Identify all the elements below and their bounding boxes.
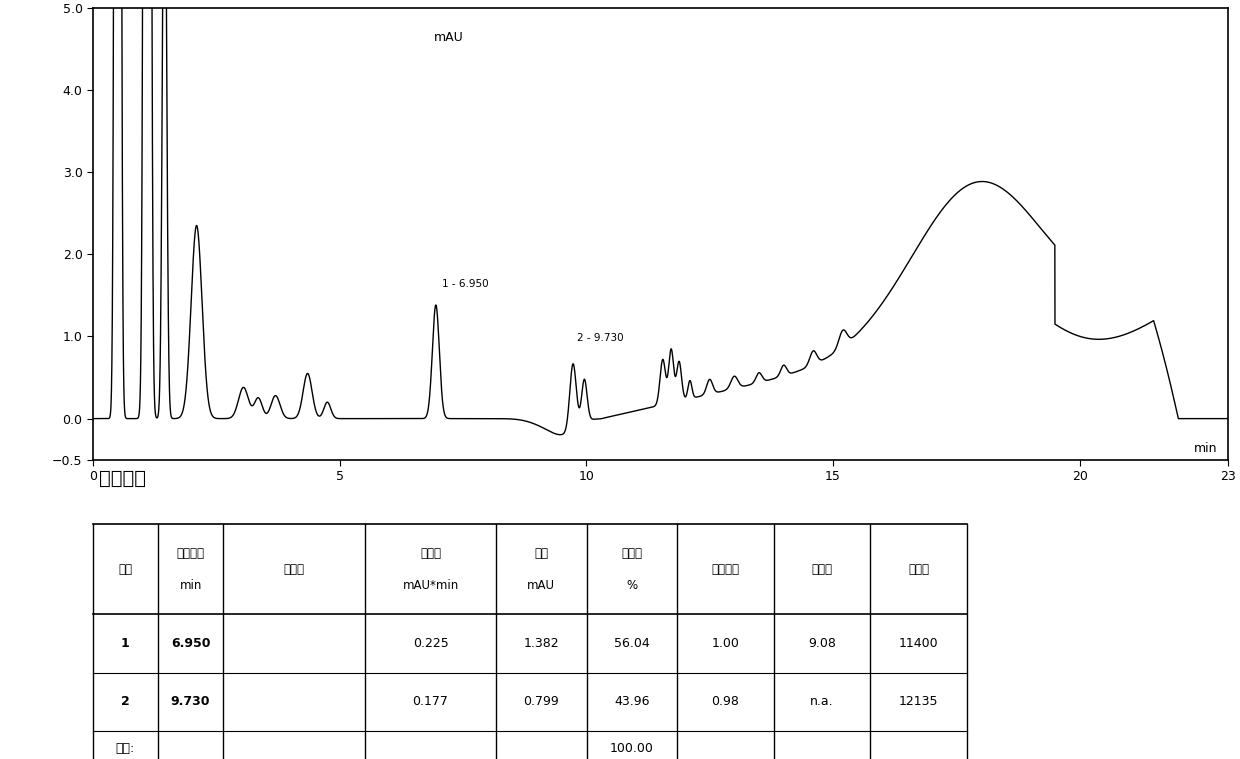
Text: 分离度: 分离度 (811, 562, 832, 575)
Text: 1.382: 1.382 (523, 637, 559, 650)
Text: mAU: mAU (527, 578, 556, 592)
Text: 保留时间: 保留时间 (176, 546, 205, 559)
Text: 塔板数: 塔板数 (908, 562, 929, 575)
Text: 1: 1 (122, 637, 130, 650)
Text: 序号: 序号 (118, 562, 133, 575)
Text: 0.98: 0.98 (712, 695, 739, 708)
Text: 43.96: 43.96 (614, 695, 650, 708)
Text: 1.00: 1.00 (712, 637, 739, 650)
Text: 峰高: 峰高 (534, 546, 548, 559)
Text: n.a.: n.a. (810, 695, 833, 708)
Text: 11400: 11400 (899, 637, 939, 650)
Text: 9.730: 9.730 (171, 695, 211, 708)
Text: 总和:: 总和: (115, 742, 135, 755)
Text: 积分结果: 积分结果 (99, 468, 145, 487)
Text: 峰名称: 峰名称 (284, 562, 305, 575)
Text: min: min (1194, 442, 1218, 455)
Text: mAU: mAU (434, 30, 463, 43)
Text: 2 - 9.730: 2 - 9.730 (577, 333, 624, 343)
Text: 拖尾因子: 拖尾因子 (712, 562, 739, 575)
Text: 峰面积: 峰面积 (420, 546, 441, 559)
Text: mAU*min: mAU*min (403, 578, 459, 592)
Text: %: % (626, 578, 637, 592)
Text: 2: 2 (122, 695, 130, 708)
Text: 9.08: 9.08 (808, 637, 836, 650)
Text: 56.04: 56.04 (614, 637, 650, 650)
Text: 0.177: 0.177 (413, 695, 449, 708)
Text: 6.950: 6.950 (171, 637, 211, 650)
Text: 12135: 12135 (899, 695, 939, 708)
Text: 峰面积: 峰面积 (621, 546, 642, 559)
Text: min: min (180, 578, 202, 592)
Text: 100.00: 100.00 (610, 742, 653, 755)
Text: 1 - 6.950: 1 - 6.950 (441, 279, 489, 288)
Text: 0.799: 0.799 (523, 695, 559, 708)
Text: 0.225: 0.225 (413, 637, 449, 650)
